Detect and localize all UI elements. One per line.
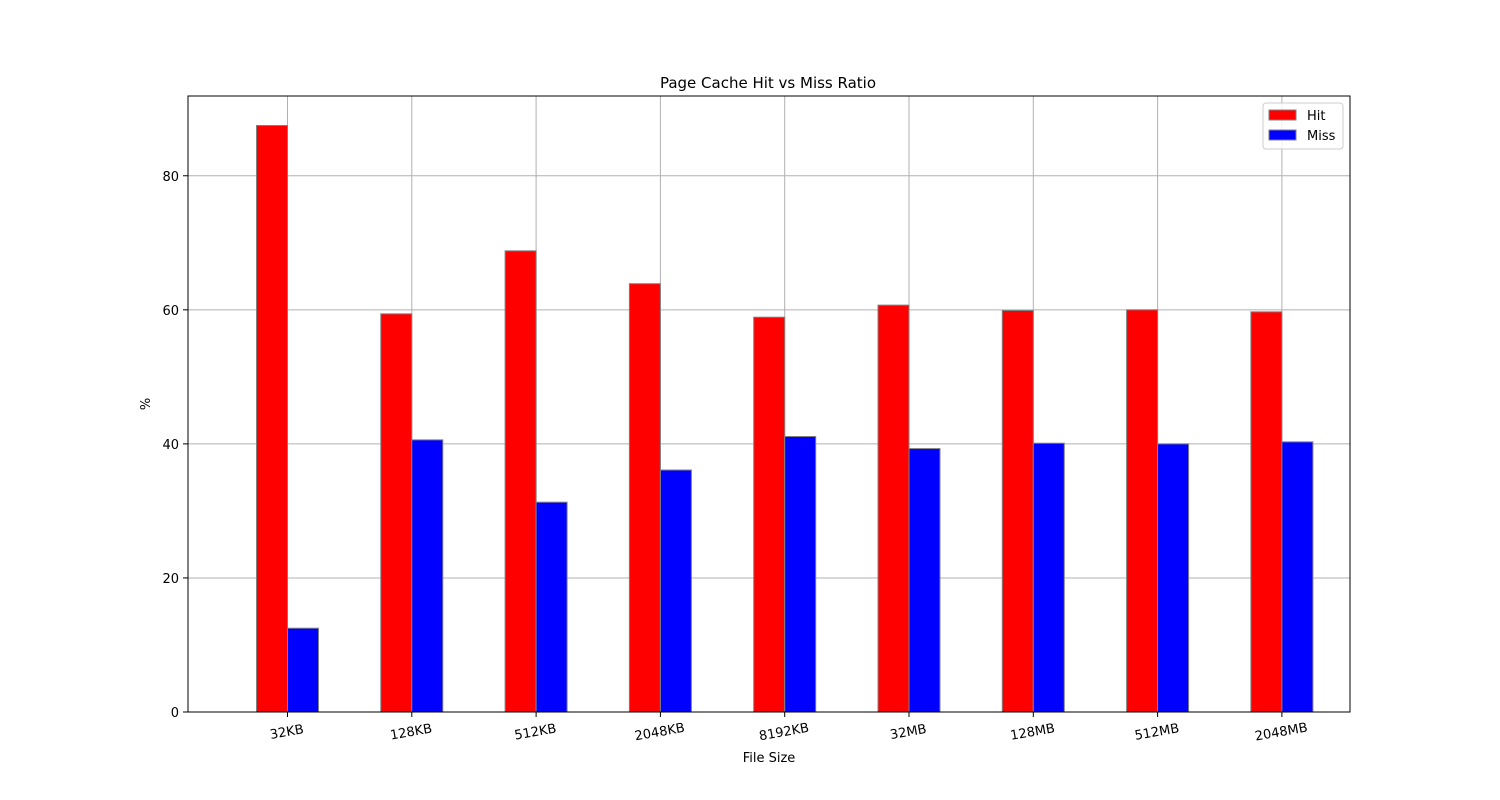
bar-miss-2048kb (659, 469, 692, 713)
bar-miss-512kb (535, 501, 568, 713)
bar-miss-128mb (1032, 442, 1065, 713)
x-tick-label: 8192KB (758, 721, 810, 745)
chart-title: Page Cache Hit vs Miss Ratio (660, 74, 876, 92)
y-tick-label: 80 (162, 170, 179, 185)
x-tick-label: 128MB (1009, 721, 1056, 744)
bar-hit-32kb (256, 124, 288, 713)
bar-miss-8192kb (784, 436, 817, 713)
y-ticks: 0 20 40 60 80 (162, 170, 188, 721)
legend-swatch-hit (1268, 109, 1297, 121)
plot-frame (187, 95, 1351, 713)
bar-hit-512mb (1126, 309, 1159, 713)
x-tick-label: 512KB (513, 721, 557, 743)
bar-hit-2048kb (628, 283, 661, 713)
bar-miss-512mb (1157, 443, 1190, 713)
x-tick-label: 512MB (1134, 721, 1181, 744)
y-tick-label: 40 (162, 438, 179, 453)
bar-miss-128kb (411, 439, 444, 713)
y-tick-label: 60 (162, 304, 179, 319)
bar-hit-128mb (1001, 309, 1034, 713)
x-tick-label: 32KB (269, 722, 305, 743)
x-tick-label: 128KB (389, 721, 433, 743)
bar-miss-32mb (908, 448, 941, 713)
bar-hit-8192kb (753, 316, 786, 713)
x-tick-label: 2048KB (634, 721, 686, 745)
bar-miss-32kb (287, 627, 319, 713)
bar-miss-2048mb (1281, 441, 1314, 713)
x-axis-label: File Size (743, 751, 796, 766)
y-axis-label: % (139, 398, 154, 410)
x-tick-label: 32MB (889, 722, 928, 743)
bar-hit-2048mb (1250, 311, 1283, 713)
bar-hit-32mb (877, 304, 910, 713)
x-tick-label: 2048MB (1254, 721, 1309, 745)
y-tick-label: 0 (171, 706, 179, 721)
legend-label-hit: Hit (1307, 109, 1325, 124)
y-tick-label: 20 (162, 572, 179, 587)
bar-hit-512kb (504, 250, 537, 713)
x-ticks: 32KB 128KB 512KB 2048KB 8192KB 32MB 128MB 512MB… (269, 712, 1309, 745)
bars-layer (256, 124, 1314, 713)
legend-label-miss: Miss (1307, 129, 1336, 144)
legend: Hit Miss (1262, 102, 1344, 150)
bar-hit-128kb (380, 313, 413, 713)
legend-swatch-miss (1268, 129, 1297, 141)
